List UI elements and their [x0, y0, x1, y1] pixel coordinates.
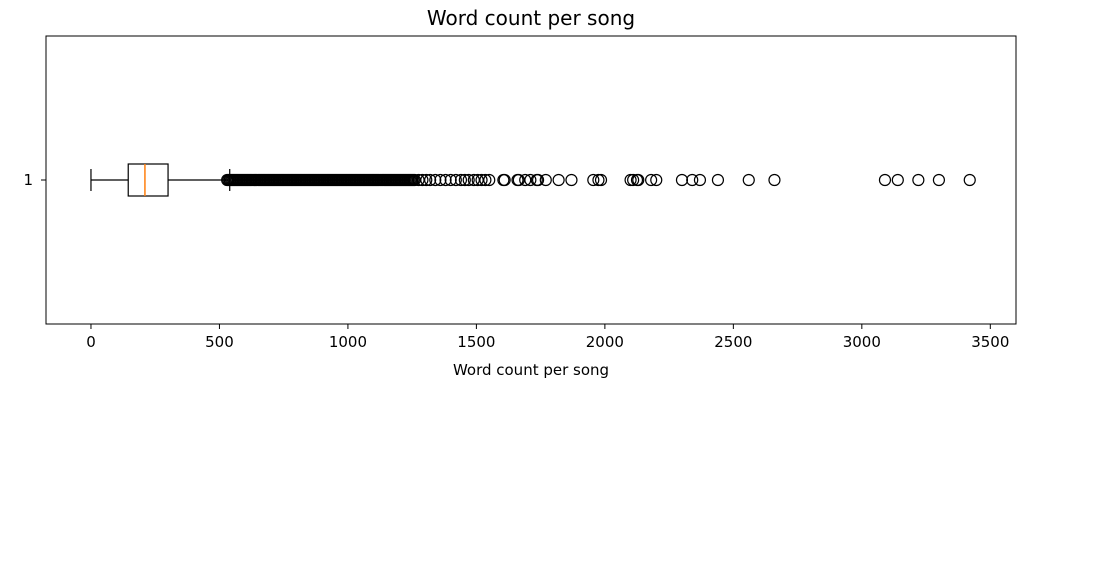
outlier-point — [420, 173, 433, 187]
x-axis-label: Word count per song — [453, 361, 609, 379]
outlier-point — [768, 173, 781, 187]
outlier-point — [416, 173, 429, 187]
outlier-point — [650, 173, 663, 187]
x-tick-label: 3000 — [843, 333, 881, 351]
outlier-point — [627, 173, 640, 187]
outlier-point — [462, 173, 475, 187]
outlier-point — [524, 173, 537, 187]
outlier-point — [429, 173, 442, 187]
outlier-point — [686, 173, 699, 187]
outlier-point — [444, 173, 457, 187]
outlier-point — [439, 173, 452, 187]
outlier-point — [693, 173, 707, 187]
outlier-point — [434, 173, 447, 187]
x-tick-label: 2500 — [714, 333, 752, 351]
outlier-point — [912, 173, 925, 187]
outlier-point — [632, 173, 645, 187]
x-tick-label: 1000 — [329, 333, 367, 351]
outlier-point — [424, 173, 437, 187]
x-tick-label: 0 — [86, 333, 96, 351]
plot-frame — [45, 35, 1017, 325]
outlier-point — [449, 173, 462, 187]
outlier-point — [539, 173, 552, 187]
outlier-point — [742, 173, 755, 187]
outlier-point — [675, 173, 689, 187]
outlier-point — [552, 173, 565, 187]
outlier-point — [891, 173, 904, 187]
outlier-point — [594, 173, 608, 187]
outlier-point — [454, 173, 468, 187]
x-tick-label: 2000 — [586, 333, 624, 351]
outlier-point — [587, 173, 600, 187]
outlier-point — [475, 173, 488, 187]
outlier-point — [645, 173, 658, 187]
outlier-point — [711, 173, 725, 187]
outlier-point — [531, 173, 545, 187]
outlier-point — [932, 173, 946, 187]
x-tick-label: 1500 — [457, 333, 495, 351]
x-tick-label: 500 — [205, 333, 234, 351]
outlier-point — [458, 173, 471, 187]
outlier-point — [479, 173, 492, 187]
y-tick-label: 1 — [23, 171, 33, 189]
interquartile-box — [127, 163, 169, 197]
y-axis: 1 — [23, 171, 46, 189]
outlier-point — [963, 173, 976, 187]
x-tick-label: 3500 — [971, 333, 1009, 351]
outlier-point — [565, 173, 578, 187]
outlier-point — [878, 173, 892, 187]
outlier-point — [483, 173, 496, 187]
outlier-point — [498, 173, 511, 187]
plot-layer — [90, 163, 976, 197]
chart-title: Word count per song — [427, 6, 635, 30]
x-axis: 0 500 1000 1500 2000 2500 3000 3500 — [86, 324, 1009, 351]
